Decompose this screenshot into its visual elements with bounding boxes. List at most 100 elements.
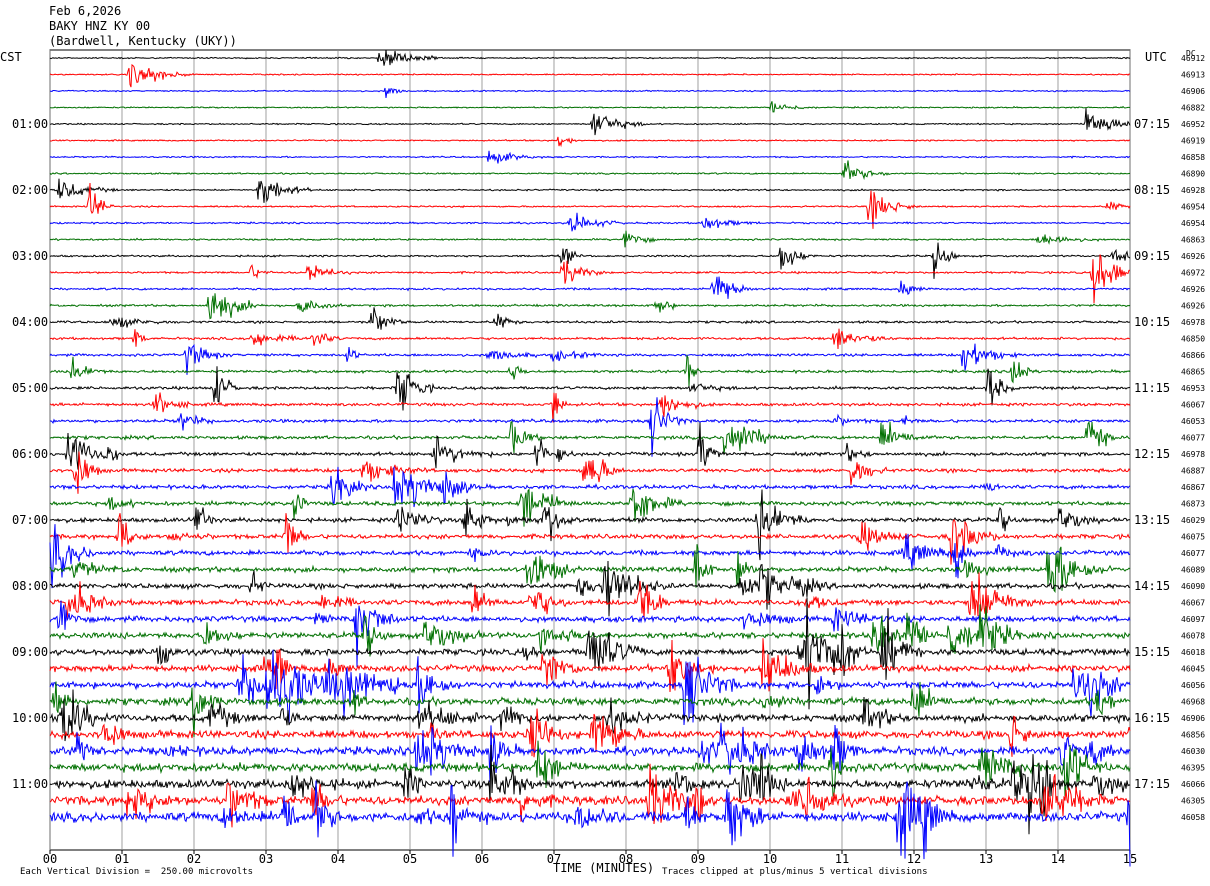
trace-line [49, 307, 1130, 330]
right-hour-label: 15:15 [1134, 645, 1170, 659]
dc-offset-label: 46926 [1181, 252, 1205, 261]
left-hour-label: 03:00 [12, 249, 48, 263]
trace-line [50, 354, 1131, 387]
dc-offset-label: 46968 [1181, 698, 1205, 707]
dc-offset-label: 46906 [1181, 714, 1205, 723]
dc-offset-label: 46863 [1181, 236, 1205, 245]
dc-offset-label: 46954 [1181, 203, 1205, 212]
x-axis-title: TIME (MINUTES) [553, 861, 655, 875]
x-tick-label: 04 [331, 852, 345, 866]
x-tick-label: 01 [115, 852, 129, 866]
dc-offset-label: 46952 [1181, 120, 1205, 129]
dc-offset-label: 46912 [1181, 54, 1205, 63]
trace-line [49, 604, 1131, 657]
dc-offset-label: 46018 [1181, 648, 1205, 657]
trace-line [49, 638, 1131, 693]
right-hour-label: 10:15 [1134, 315, 1170, 329]
trace-line [49, 763, 1131, 828]
trace-line [49, 544, 1131, 594]
trace-line [49, 681, 1131, 738]
dc-offset-label: 46926 [1181, 285, 1205, 294]
dc-offset-label: 46890 [1181, 170, 1205, 179]
dc-label: DC [1186, 49, 1196, 58]
trace-line [49, 422, 1130, 470]
left-hour-label: 08:00 [12, 579, 48, 593]
x-tick-label: 15 [1123, 852, 1137, 866]
dc-offset-label: 46873 [1181, 500, 1205, 509]
right-hour-label: 11:15 [1134, 381, 1170, 395]
trace-line [49, 488, 1130, 527]
trace-line [49, 451, 1131, 494]
dc-offset-label: 46978 [1181, 318, 1205, 327]
dc-offset-label: 46887 [1181, 467, 1205, 476]
dc-offset-label: 46077 [1181, 434, 1205, 443]
trace-line [49, 572, 1131, 621]
dc-offset-label: 46850 [1181, 335, 1205, 344]
right-hour-label: 09:15 [1134, 249, 1170, 263]
trace-line [49, 328, 1131, 350]
right-hour-label: 13:15 [1134, 513, 1170, 527]
dc-offset-label: 46866 [1181, 351, 1205, 360]
dc-offset-label: 46972 [1181, 269, 1205, 278]
left-hour-label: 01:00 [12, 117, 48, 131]
dc-offset-label: 46953 [1181, 384, 1205, 393]
dc-offset-label: 46928 [1181, 186, 1205, 195]
dc-offset-label: 46097 [1181, 615, 1205, 624]
dc-offset-label: 46305 [1181, 797, 1205, 806]
x-tick-label: 09 [691, 852, 705, 866]
trace-line [49, 780, 1131, 867]
right-hour-label: 12:15 [1134, 447, 1170, 461]
trace-line [49, 649, 1131, 726]
dc-offset-label: 46029 [1181, 516, 1205, 525]
x-tick-label: 07 [547, 852, 561, 866]
trace-line [49, 101, 1131, 113]
trace-line [49, 49, 1131, 66]
trace-line [49, 597, 1131, 710]
dc-offset-label: 46067 [1181, 401, 1205, 410]
trace-line [49, 392, 1131, 423]
trace-line [49, 524, 1131, 589]
trace-line [49, 366, 1131, 411]
right-hour-label: 14:15 [1134, 579, 1170, 593]
dc-offset-label: 46067 [1181, 599, 1205, 608]
dc-offset-label: 46030 [1181, 747, 1205, 756]
dc-offset-label: 46978 [1181, 450, 1205, 459]
left-hour-label: 02:00 [12, 183, 48, 197]
dc-offset-label: 46077 [1181, 549, 1205, 558]
trace-line [49, 160, 1131, 181]
left-hour-label: 04:00 [12, 315, 48, 329]
left-timezone-label: CST [0, 50, 22, 64]
trace-line [49, 108, 1131, 136]
dc-offset-label: 46856 [1181, 731, 1205, 740]
dc-offset-label: 46045 [1181, 665, 1205, 674]
trace-line [49, 242, 1131, 279]
right-hour-label: 07:15 [1134, 117, 1170, 131]
trace-line [49, 87, 1131, 98]
x-tick-label: 03 [259, 852, 273, 866]
trace-line [49, 212, 1131, 232]
dc-offset-label: 46078 [1181, 632, 1205, 641]
dc-offset-label: 46919 [1181, 137, 1205, 146]
trace-line [49, 293, 1131, 320]
dc-offset-label: 46395 [1181, 764, 1205, 773]
dc-offset-label: 46858 [1181, 153, 1205, 162]
x-tick-label: 13 [979, 852, 993, 866]
trace-line [49, 740, 1131, 797]
dc-offset-label: 46066 [1181, 780, 1205, 789]
x-tick-label: 10 [763, 852, 777, 866]
trace-line [49, 560, 1131, 617]
dc-offset-label: 46075 [1181, 533, 1205, 542]
trace-line [49, 708, 1131, 758]
trace-line [49, 182, 1131, 229]
x-tick-label: 12 [907, 852, 921, 866]
traces [49, 49, 1131, 867]
right-timezone-label: UTC [1145, 50, 1167, 64]
axis-labels: 00 01 02 03 04 05 06 07 08 09 10 11 12 13 14 15 46912 469… [12, 54, 1205, 866]
trace-line [49, 397, 1131, 457]
dc-offset-label: 46056 [1181, 681, 1205, 690]
left-hour-label: 09:00 [12, 645, 48, 659]
dc-offset-label: 46053 [1181, 417, 1205, 426]
left-hour-label: 06:00 [12, 447, 48, 461]
dc-offset-label: 46089 [1181, 566, 1205, 575]
